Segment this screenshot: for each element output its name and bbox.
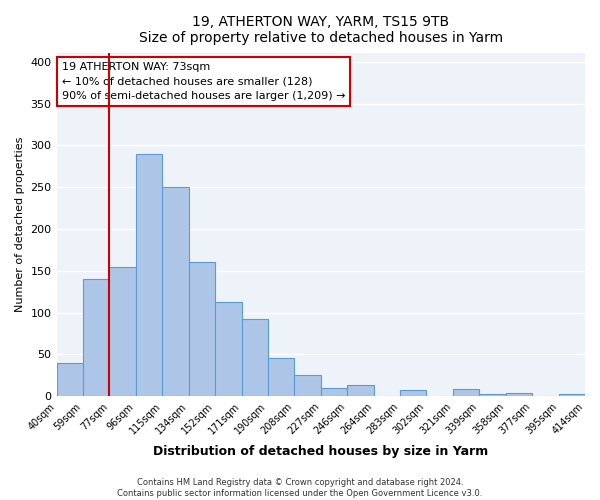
Bar xyxy=(83,279,109,396)
Bar xyxy=(268,358,295,397)
Bar xyxy=(347,386,374,396)
Bar xyxy=(453,389,479,396)
Bar xyxy=(188,262,215,396)
Bar xyxy=(136,154,162,396)
Bar xyxy=(56,363,83,396)
Bar xyxy=(295,376,321,396)
Text: 19 ATHERTON WAY: 73sqm
← 10% of detached houses are smaller (128)
90% of semi-de: 19 ATHERTON WAY: 73sqm ← 10% of detached… xyxy=(62,62,346,102)
Bar xyxy=(559,394,585,396)
Bar xyxy=(109,266,136,396)
Bar xyxy=(242,320,268,396)
Bar xyxy=(321,388,347,396)
Text: Contains HM Land Registry data © Crown copyright and database right 2024.
Contai: Contains HM Land Registry data © Crown c… xyxy=(118,478,482,498)
Bar xyxy=(400,390,427,396)
X-axis label: Distribution of detached houses by size in Yarm: Distribution of detached houses by size … xyxy=(153,444,488,458)
Y-axis label: Number of detached properties: Number of detached properties xyxy=(15,137,25,312)
Title: 19, ATHERTON WAY, YARM, TS15 9TB
Size of property relative to detached houses in: 19, ATHERTON WAY, YARM, TS15 9TB Size of… xyxy=(139,15,503,45)
Bar xyxy=(215,302,242,396)
Bar xyxy=(506,393,532,396)
Bar xyxy=(479,394,506,396)
Bar xyxy=(162,187,188,396)
